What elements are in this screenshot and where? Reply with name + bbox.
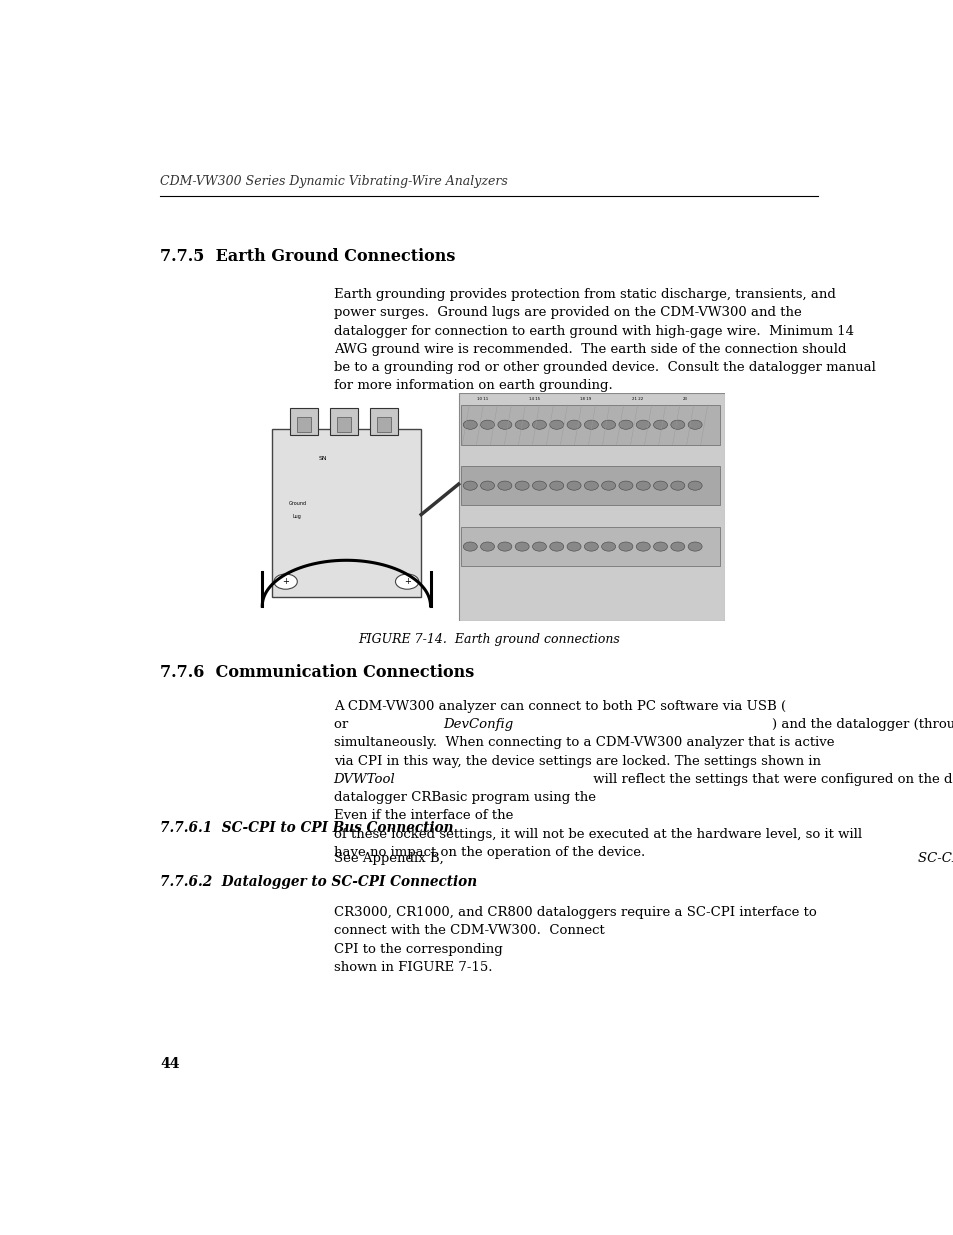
Text: power surges.  Ground lugs are provided on the CDM-VW300 and the: power surges. Ground lugs are provided o…: [334, 306, 801, 320]
Text: Earth grounding provides protection from static discharge, transients, and: Earth grounding provides protection from…: [334, 288, 835, 301]
Text: shown in FIGURE 7-15.: shown in FIGURE 7-15.: [334, 961, 492, 974]
Text: 14 15: 14 15: [528, 398, 539, 401]
Circle shape: [549, 482, 563, 490]
Circle shape: [636, 482, 650, 490]
Text: SN: SN: [318, 456, 327, 461]
Circle shape: [636, 542, 650, 551]
Bar: [460, 466, 720, 505]
Text: datalogger CRBasic program using the: datalogger CRBasic program using the: [334, 792, 599, 804]
Bar: [272, 430, 421, 597]
Circle shape: [515, 482, 529, 490]
Circle shape: [653, 542, 667, 551]
Text: DevConfig: DevConfig: [443, 718, 513, 731]
Text: 21 22: 21 22: [631, 398, 642, 401]
Text: datalogger for connection to earth ground with high-gage wire.  Minimum 14: datalogger for connection to earth groun…: [334, 325, 853, 337]
Circle shape: [653, 420, 667, 430]
Text: for more information on earth grounding.: for more information on earth grounding.: [334, 379, 612, 393]
Bar: [376, 417, 391, 432]
Circle shape: [687, 420, 701, 430]
Circle shape: [532, 542, 546, 551]
Circle shape: [670, 420, 684, 430]
Circle shape: [687, 542, 701, 551]
Circle shape: [497, 420, 512, 430]
Text: connect with the CDM-VW300.  Connect: connect with the CDM-VW300. Connect: [334, 924, 608, 937]
Text: See Appendix B,: See Appendix B,: [334, 852, 447, 864]
Text: +: +: [403, 577, 410, 587]
Circle shape: [584, 482, 598, 490]
Text: SC-CPI Datalogger to CPI Interface: SC-CPI Datalogger to CPI Interface: [917, 852, 953, 864]
Bar: [297, 417, 311, 432]
Bar: [460, 405, 720, 445]
Bar: [370, 408, 397, 436]
Circle shape: [515, 420, 529, 430]
Circle shape: [687, 482, 701, 490]
Text: Even if the interface of the: Even if the interface of the: [334, 809, 517, 823]
Text: 18 19: 18 19: [579, 398, 591, 401]
Circle shape: [497, 482, 512, 490]
Circle shape: [549, 542, 563, 551]
Text: have no impact on the operation of the device.: have no impact on the operation of the d…: [334, 846, 644, 858]
Text: 7.7.6.2  Datalogger to SC-CPI Connection: 7.7.6.2 Datalogger to SC-CPI Connection: [160, 874, 476, 889]
Text: FIGURE 7-14.  Earth ground connections: FIGURE 7-14. Earth ground connections: [357, 634, 619, 646]
Circle shape: [463, 482, 476, 490]
Circle shape: [395, 574, 418, 589]
Text: simultaneously.  When connecting to a CDM-VW300 analyzer that is active: simultaneously. When connecting to a CDM…: [334, 736, 833, 750]
Text: be to a grounding rod or other grounded device.  Consult the datalogger manual: be to a grounding rod or other grounded …: [334, 361, 875, 374]
Circle shape: [566, 542, 580, 551]
Bar: [458, 393, 724, 621]
Text: 7.7.5  Earth Ground Connections: 7.7.5 Earth Ground Connections: [160, 248, 455, 266]
Bar: [460, 527, 720, 567]
Circle shape: [497, 542, 512, 551]
Text: A CDM-VW300 analyzer can connect to both PC software via USB (: A CDM-VW300 analyzer can connect to both…: [334, 700, 785, 713]
Circle shape: [584, 420, 598, 430]
Bar: [290, 408, 318, 436]
Circle shape: [653, 482, 667, 490]
Circle shape: [601, 542, 615, 551]
Circle shape: [566, 482, 580, 490]
Circle shape: [636, 420, 650, 430]
Text: 7.7.6.1  SC-CPI to CPI Bus Connection: 7.7.6.1 SC-CPI to CPI Bus Connection: [160, 820, 453, 835]
Circle shape: [601, 420, 615, 430]
Circle shape: [480, 542, 494, 551]
Text: CDM-VW300 Series Dynamic Vibrating-Wire Analyzers: CDM-VW300 Series Dynamic Vibrating-Wire …: [160, 175, 507, 188]
Text: of these locked settings, it will not be executed at the hardware level, so it w: of these locked settings, it will not be…: [334, 827, 861, 841]
Circle shape: [670, 542, 684, 551]
Circle shape: [532, 420, 546, 430]
Circle shape: [601, 482, 615, 490]
Text: DVWTool: DVWTool: [334, 773, 395, 785]
Text: will reflect the settings that were configured on the device by the: will reflect the settings that were conf…: [589, 773, 953, 785]
Circle shape: [618, 482, 632, 490]
Circle shape: [618, 542, 632, 551]
Text: via CPI in this way, the device settings are locked. The settings shown in: via CPI in this way, the device settings…: [334, 755, 820, 767]
Text: Lug: Lug: [293, 514, 301, 519]
Text: or: or: [334, 718, 352, 731]
Circle shape: [463, 542, 476, 551]
Circle shape: [670, 482, 684, 490]
Text: 7.7.6  Communication Connections: 7.7.6 Communication Connections: [160, 663, 474, 680]
Text: 44: 44: [160, 1057, 179, 1071]
Circle shape: [463, 420, 476, 430]
Circle shape: [515, 542, 529, 551]
Circle shape: [566, 420, 580, 430]
Text: 23: 23: [682, 398, 687, 401]
Circle shape: [584, 542, 598, 551]
Text: +: +: [282, 577, 289, 587]
Circle shape: [549, 420, 563, 430]
Circle shape: [618, 420, 632, 430]
Bar: [330, 408, 357, 436]
Circle shape: [532, 482, 546, 490]
Circle shape: [274, 574, 297, 589]
Text: ) and the datalogger (through the SC-CPI, via RJ-45): ) and the datalogger (through the SC-CPI…: [771, 718, 953, 731]
Text: 10 11: 10 11: [476, 398, 488, 401]
Text: CPI to the corresponding: CPI to the corresponding: [334, 942, 506, 956]
Text: Ground: Ground: [288, 501, 306, 506]
Text: CR3000, CR1000, and CR800 dataloggers require a SC-CPI interface to: CR3000, CR1000, and CR800 dataloggers re…: [334, 906, 816, 919]
Circle shape: [480, 482, 494, 490]
Bar: [336, 417, 351, 432]
Text: AWG ground wire is recommended.  The earth side of the connection should: AWG ground wire is recommended. The eart…: [334, 343, 845, 356]
Circle shape: [480, 420, 494, 430]
